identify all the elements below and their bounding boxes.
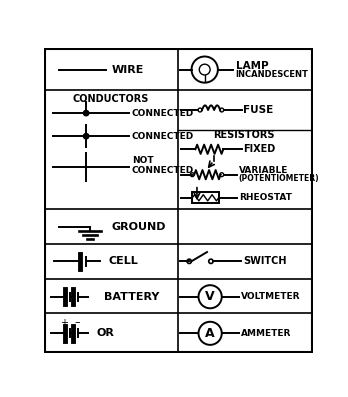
Text: VOLTMETER: VOLTMETER bbox=[241, 292, 301, 301]
Text: CONNECTED: CONNECTED bbox=[132, 132, 194, 141]
Text: CONDUCTORS: CONDUCTORS bbox=[73, 94, 149, 104]
Text: SWITCH: SWITCH bbox=[244, 256, 287, 266]
Text: FIXED: FIXED bbox=[244, 144, 276, 154]
Text: A: A bbox=[205, 327, 215, 340]
Text: RHEOSTAT: RHEOSTAT bbox=[239, 193, 292, 202]
Text: NOT: NOT bbox=[132, 156, 153, 165]
Text: GROUND: GROUND bbox=[112, 222, 166, 232]
Text: (POTENTIOMETER): (POTENTIOMETER) bbox=[239, 174, 319, 183]
Text: CELL: CELL bbox=[109, 256, 139, 266]
Bar bbox=[192, 193, 219, 203]
Circle shape bbox=[84, 133, 89, 139]
Text: AMMETER: AMMETER bbox=[241, 329, 292, 338]
Text: WIRE: WIRE bbox=[112, 65, 144, 75]
Text: CONNECTED: CONNECTED bbox=[132, 109, 194, 118]
Circle shape bbox=[84, 110, 89, 116]
Text: RESISTORS: RESISTORS bbox=[213, 131, 274, 141]
Text: V: V bbox=[205, 290, 215, 303]
Text: INCANDESCENT: INCANDESCENT bbox=[236, 70, 309, 79]
Text: OR: OR bbox=[96, 328, 114, 338]
Text: BATTERY: BATTERY bbox=[104, 292, 159, 302]
Text: LAMP: LAMP bbox=[236, 61, 268, 71]
Text: CONNECTED: CONNECTED bbox=[132, 166, 194, 175]
Text: +: + bbox=[60, 318, 68, 328]
Text: FUSE: FUSE bbox=[244, 105, 274, 115]
Text: –: – bbox=[75, 318, 80, 328]
Text: VARIABLE: VARIABLE bbox=[239, 166, 288, 175]
